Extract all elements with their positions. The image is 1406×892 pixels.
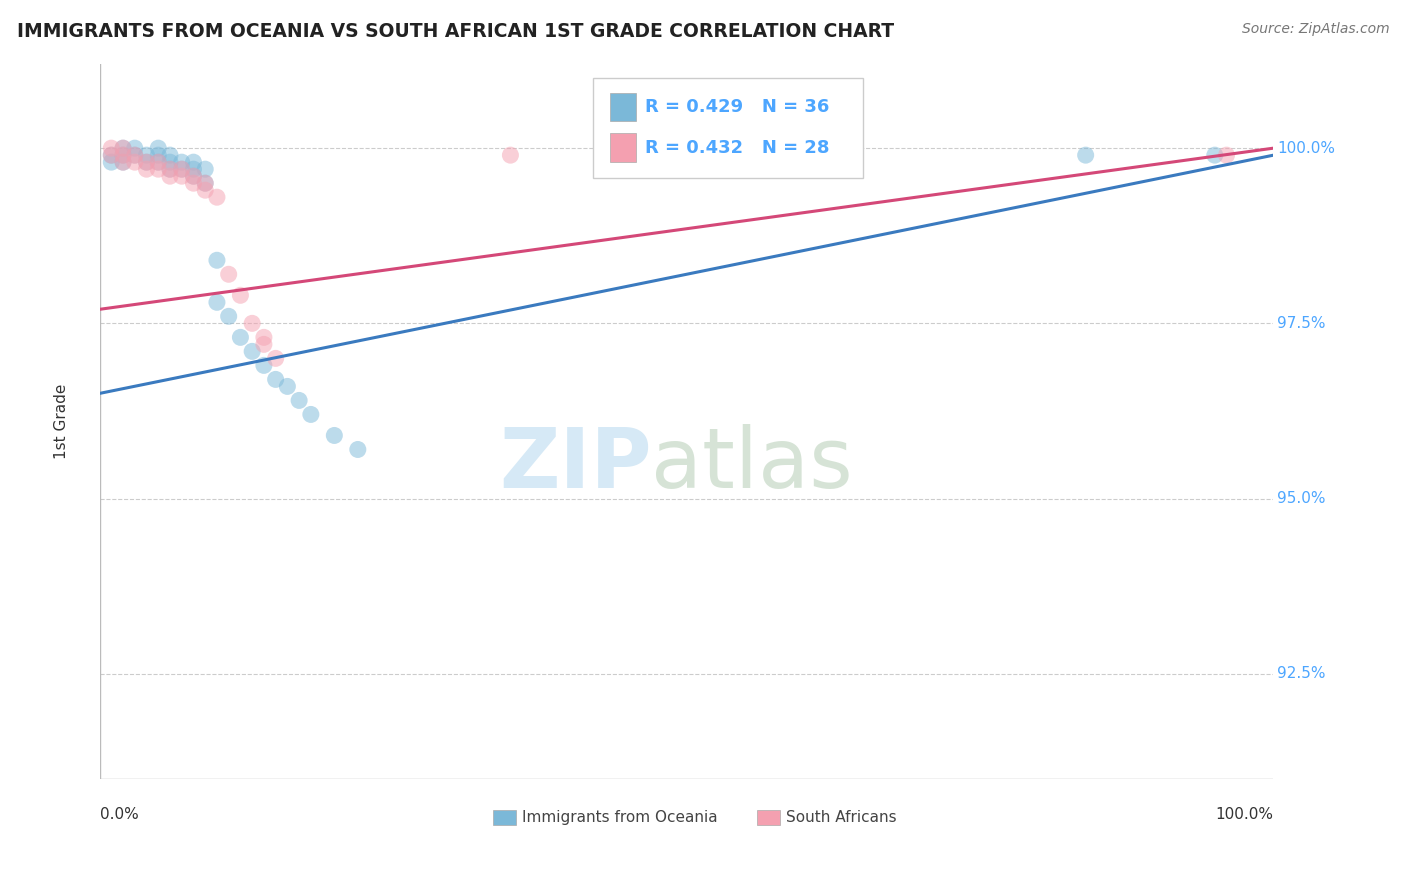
Point bbox=[135, 162, 157, 177]
Point bbox=[264, 372, 287, 386]
Point bbox=[346, 442, 368, 457]
Point bbox=[159, 148, 181, 162]
Point bbox=[159, 155, 181, 169]
Point bbox=[183, 155, 205, 169]
Point bbox=[1204, 148, 1226, 162]
Point bbox=[100, 148, 122, 162]
Point bbox=[194, 162, 217, 177]
Point bbox=[112, 148, 135, 162]
Point bbox=[205, 190, 228, 204]
Point bbox=[124, 148, 146, 162]
Point bbox=[170, 162, 193, 177]
Bar bbox=[610, 134, 636, 162]
Point bbox=[205, 253, 228, 268]
Text: 100.0%: 100.0% bbox=[1277, 141, 1336, 155]
Point bbox=[229, 330, 252, 344]
Bar bbox=[494, 810, 516, 825]
Point bbox=[276, 379, 298, 393]
Text: ZIP: ZIP bbox=[499, 424, 651, 505]
Point bbox=[229, 288, 252, 302]
Point bbox=[112, 155, 135, 169]
Point bbox=[194, 183, 217, 197]
Point bbox=[205, 295, 228, 310]
Point bbox=[100, 141, 122, 155]
Point bbox=[183, 162, 205, 177]
Point bbox=[1074, 148, 1097, 162]
Text: 100.0%: 100.0% bbox=[1216, 807, 1274, 822]
Point bbox=[135, 148, 157, 162]
Point bbox=[499, 148, 522, 162]
Point bbox=[1215, 148, 1237, 162]
Point bbox=[218, 310, 240, 324]
Point bbox=[124, 155, 146, 169]
Point bbox=[253, 337, 276, 351]
Text: Source: ZipAtlas.com: Source: ZipAtlas.com bbox=[1241, 22, 1389, 37]
Point bbox=[112, 155, 135, 169]
Text: South Africans: South Africans bbox=[786, 810, 897, 825]
Bar bbox=[756, 810, 780, 825]
Text: 92.5%: 92.5% bbox=[1277, 666, 1326, 681]
Point bbox=[194, 176, 217, 190]
Text: R = 0.429   N = 36: R = 0.429 N = 36 bbox=[645, 98, 830, 116]
Point bbox=[112, 141, 135, 155]
Text: 95.0%: 95.0% bbox=[1277, 491, 1326, 506]
Bar bbox=[610, 93, 636, 121]
Point bbox=[100, 155, 122, 169]
Text: 97.5%: 97.5% bbox=[1277, 316, 1326, 331]
Text: R = 0.432   N = 28: R = 0.432 N = 28 bbox=[645, 138, 830, 157]
Point bbox=[135, 155, 157, 169]
Point bbox=[183, 169, 205, 184]
FancyBboxPatch shape bbox=[592, 78, 863, 178]
Point bbox=[183, 176, 205, 190]
Text: IMMIGRANTS FROM OCEANIA VS SOUTH AFRICAN 1ST GRADE CORRELATION CHART: IMMIGRANTS FROM OCEANIA VS SOUTH AFRICAN… bbox=[17, 22, 894, 41]
Point bbox=[253, 359, 276, 373]
Point bbox=[112, 148, 135, 162]
Point bbox=[299, 408, 322, 422]
Point bbox=[124, 148, 146, 162]
Point bbox=[253, 330, 276, 344]
Text: 0.0%: 0.0% bbox=[100, 807, 138, 822]
Point bbox=[159, 162, 181, 177]
Point bbox=[288, 393, 311, 408]
Point bbox=[170, 155, 193, 169]
Point bbox=[135, 155, 157, 169]
Point bbox=[264, 351, 287, 366]
Point bbox=[148, 148, 170, 162]
Point bbox=[194, 176, 217, 190]
Point bbox=[148, 155, 170, 169]
Text: Immigrants from Oceania: Immigrants from Oceania bbox=[522, 810, 718, 825]
Point bbox=[323, 428, 346, 442]
Point bbox=[159, 169, 181, 184]
Point bbox=[100, 148, 122, 162]
Point bbox=[159, 162, 181, 177]
Point bbox=[240, 316, 263, 330]
Point bbox=[170, 169, 193, 184]
Point bbox=[124, 141, 146, 155]
Point bbox=[112, 141, 135, 155]
Point bbox=[218, 267, 240, 281]
Point bbox=[148, 162, 170, 177]
Point bbox=[148, 155, 170, 169]
Text: atlas: atlas bbox=[651, 424, 853, 505]
Point bbox=[183, 169, 205, 184]
Text: 1st Grade: 1st Grade bbox=[55, 384, 69, 459]
Point bbox=[170, 162, 193, 177]
Point bbox=[148, 141, 170, 155]
Point bbox=[240, 344, 263, 359]
